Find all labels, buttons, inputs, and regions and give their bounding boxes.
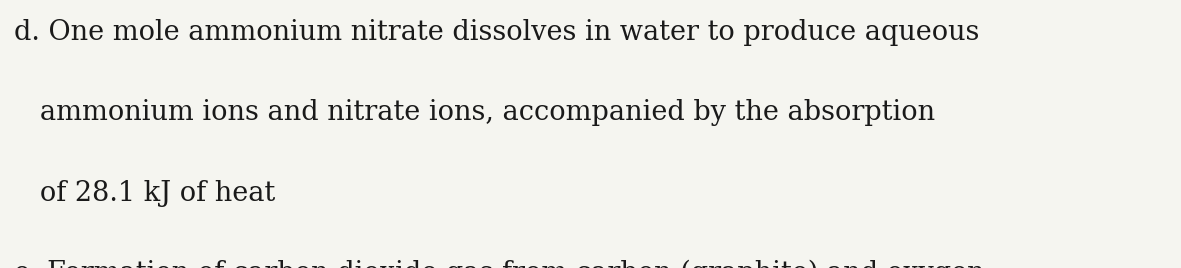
Text: of 28.1 kJ of heat: of 28.1 kJ of heat	[14, 180, 275, 207]
Text: d. One mole ammonium nitrate dissolves in water to produce aqueous: d. One mole ammonium nitrate dissolves i…	[14, 19, 979, 46]
Text: e. Formation of carbon dioxide gas from carbon (graphite) and oxygen,: e. Formation of carbon dioxide gas from …	[14, 260, 993, 268]
Text: ammonium ions and nitrate ions, accompanied by the absorption: ammonium ions and nitrate ions, accompan…	[14, 99, 935, 126]
